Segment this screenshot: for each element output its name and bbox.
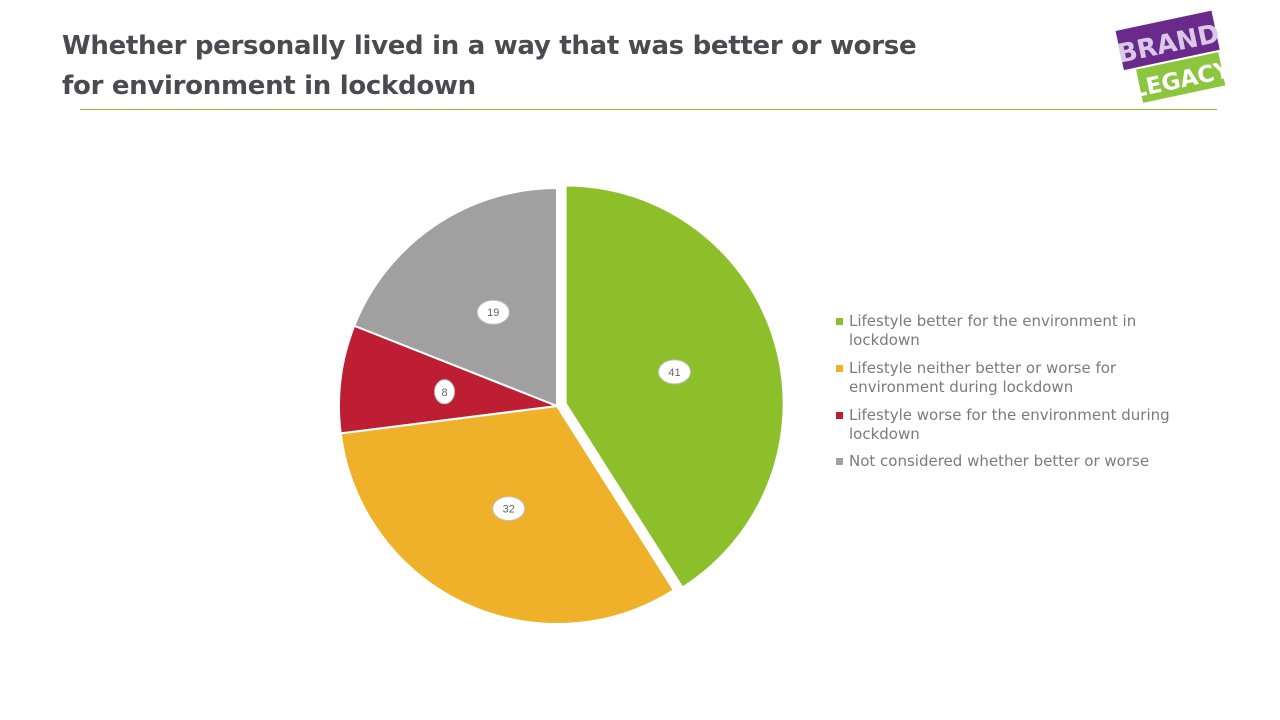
data-label-value: 19 [487, 307, 499, 319]
data-label-value: 32 [503, 504, 515, 516]
data-label: 41 [658, 359, 692, 385]
legend-swatch [836, 412, 843, 419]
pie-slices [338, 184, 785, 625]
pie-slice [564, 184, 785, 589]
pie-data-labels: 41 32 8 19 [434, 299, 692, 522]
legend-swatch [836, 458, 843, 465]
logo-bottom-block [1136, 52, 1226, 103]
legend-label: Lifestyle neither better or worse for en… [849, 359, 1117, 396]
pie-slice [338, 324, 558, 435]
legend-label: Lifestyle worse for the environment duri… [849, 406, 1170, 443]
data-label-bubble [476, 299, 510, 325]
legend-label: Not considered whether better or worse [849, 452, 1150, 470]
data-label-value: 41 [668, 367, 680, 379]
page-title: Whether personally lived in a way that w… [62, 31, 917, 101]
pie-slice [353, 186, 558, 408]
data-label-bubble [658, 359, 692, 385]
data-label-bubble [492, 496, 526, 522]
data-label-value: 8 [441, 387, 447, 399]
data-label: 32 [492, 496, 526, 522]
legend-swatch [836, 318, 843, 325]
logo-top-block [1115, 10, 1220, 71]
data-label: 8 [434, 379, 456, 405]
legend-swatch [836, 365, 843, 372]
data-label: 19 [476, 299, 510, 325]
data-label-bubble [434, 379, 456, 405]
legend-label: Lifestyle better for the environment in … [849, 312, 1137, 349]
brand-legacy-logo: BRAND LEGACY [1115, 10, 1230, 104]
title-divider [80, 109, 1217, 110]
